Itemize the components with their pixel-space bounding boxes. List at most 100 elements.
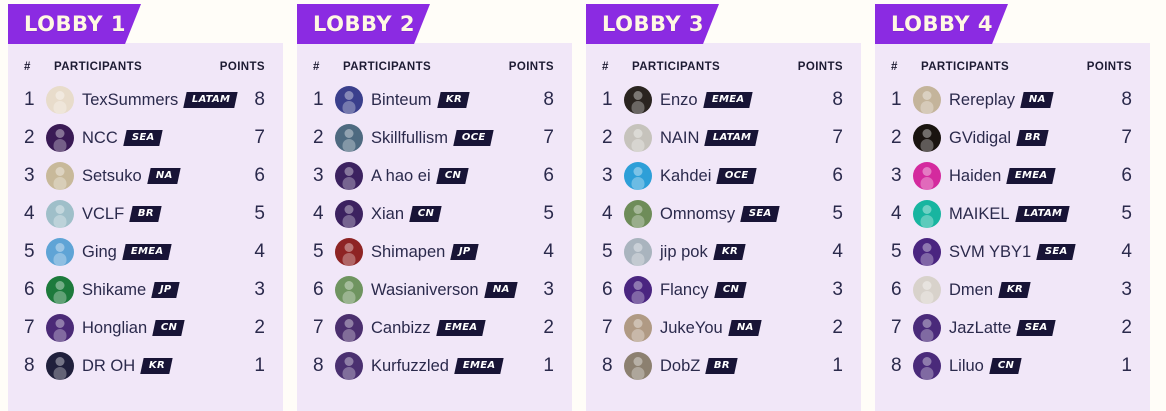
participant-name[interactable]: Shikame bbox=[82, 280, 147, 299]
table-row[interactable]: 2 NCC SEA 7 bbox=[20, 119, 271, 157]
table-row[interactable]: 2 NAIN LATAM 7 bbox=[598, 119, 849, 157]
table-row[interactable]: 5 Ging EMEA 4 bbox=[20, 233, 271, 271]
table-row[interactable]: 2 GVidigal BR 7 bbox=[887, 119, 1138, 157]
participant-name[interactable]: Honglian bbox=[82, 318, 148, 337]
table-row[interactable]: 3 Kahdei OCE 6 bbox=[598, 157, 849, 195]
table-row[interactable]: 7 JazLatte SEA 2 bbox=[887, 309, 1138, 347]
row-rank: 6 bbox=[24, 279, 35, 300]
participant-name[interactable]: jip pok bbox=[660, 242, 708, 261]
table-row[interactable]: 8 Liluo CN 1 bbox=[887, 347, 1138, 385]
participant-cell: Haiden EMEA bbox=[913, 162, 1076, 190]
participant-name[interactable]: A hao ei bbox=[371, 166, 431, 185]
lobby-title-tab: LOBBY 1 bbox=[8, 4, 141, 44]
region-badge: LATAM bbox=[1014, 206, 1070, 222]
participant-name[interactable]: Wasianiverson bbox=[371, 280, 479, 299]
region-badge: LATAM bbox=[704, 130, 760, 146]
participant-name[interactable]: Kurfuzzled bbox=[371, 356, 449, 375]
table-row[interactable]: 8 DobZ BR 1 bbox=[598, 347, 849, 385]
table-row[interactable]: 2 Skillfullism OCE 7 bbox=[309, 119, 560, 157]
participant-name[interactable]: Liluo bbox=[949, 356, 984, 375]
participant-name[interactable]: Enzo bbox=[660, 90, 698, 109]
participant-cell: Ging EMEA bbox=[46, 238, 209, 266]
participant-name[interactable]: Kahdei bbox=[660, 166, 712, 185]
column-header-rank: # bbox=[24, 61, 31, 73]
participant-name[interactable]: JazLatte bbox=[949, 318, 1012, 337]
participant-name[interactable]: DR OH bbox=[82, 356, 136, 375]
region-badge-label: KR bbox=[721, 245, 738, 257]
region-badge-label: JP bbox=[160, 283, 172, 295]
table-row[interactable]: 8 Kurfuzzled EMEA 1 bbox=[309, 347, 560, 385]
avatar bbox=[913, 162, 941, 190]
table-row[interactable]: 4 MAIKEL LATAM 5 bbox=[887, 195, 1138, 233]
table-header-row: # PARTICIPANTS POINTS bbox=[20, 53, 271, 81]
participant-name[interactable]: SVM YBY1 bbox=[949, 242, 1032, 261]
participant-name[interactable]: JukeYou bbox=[660, 318, 723, 337]
participant-name[interactable]: DobZ bbox=[660, 356, 701, 375]
participant-name[interactable]: Haiden bbox=[949, 166, 1002, 185]
table-row[interactable]: 8 DR OH KR 1 bbox=[20, 347, 271, 385]
table-row[interactable]: 1 TexSummers LATAM 8 bbox=[20, 81, 271, 119]
participant-name[interactable]: Omnomsy bbox=[660, 204, 736, 223]
participant-name[interactable]: MAIKEL bbox=[949, 204, 1010, 223]
participant-name[interactable]: Shimapen bbox=[371, 242, 446, 261]
avatar bbox=[913, 314, 941, 342]
region-badge: NA bbox=[483, 282, 517, 298]
participant-name[interactable]: Flancy bbox=[660, 280, 709, 299]
region-badge: OCE bbox=[453, 130, 494, 146]
participant-cell: MAIKEL LATAM bbox=[913, 200, 1076, 228]
row-rank: 8 bbox=[24, 355, 35, 376]
region-badge: EMEA bbox=[435, 320, 485, 336]
table-row[interactable]: 3 Setsuko NA 6 bbox=[20, 157, 271, 195]
row-rank: 5 bbox=[891, 241, 902, 262]
participant-name[interactable]: Ging bbox=[82, 242, 117, 261]
table-row[interactable]: 4 VCLF BR 5 bbox=[20, 195, 271, 233]
participant-name[interactable]: Rereplay bbox=[949, 90, 1016, 109]
participant-name[interactable]: Setsuko bbox=[82, 166, 142, 185]
participant-name[interactable]: VCLF bbox=[82, 204, 125, 223]
region-badge: OCE bbox=[716, 168, 757, 184]
table-row[interactable]: 6 Shikame JP 3 bbox=[20, 271, 271, 309]
table-row[interactable]: 1 Rereplay NA 8 bbox=[887, 81, 1138, 119]
participant-name[interactable]: Dmen bbox=[949, 280, 994, 299]
row-points: 3 bbox=[1121, 279, 1132, 300]
region-badge-label: KR bbox=[1007, 283, 1024, 295]
row-points: 4 bbox=[543, 241, 554, 262]
participant-name[interactable]: NCC bbox=[82, 128, 118, 147]
column-header-points: POINTS bbox=[219, 61, 265, 73]
participant-name[interactable]: TexSummers bbox=[82, 90, 179, 109]
lobby-card: LOBBY 4 # PARTICIPANTS POINTS 1 Rereplay NA 8 2 G… bbox=[875, 4, 1150, 411]
avatar bbox=[335, 352, 363, 380]
avatar bbox=[46, 162, 74, 190]
region-badge: LATAM bbox=[183, 92, 239, 108]
table-row[interactable]: 1 Enzo EMEA 8 bbox=[598, 81, 849, 119]
participant-name[interactable]: Canbizz bbox=[371, 318, 431, 337]
participant-name[interactable]: GVidigal bbox=[949, 128, 1012, 147]
region-badge: KR bbox=[998, 282, 1031, 298]
table-row[interactable]: 7 JukeYou NA 2 bbox=[598, 309, 849, 347]
table-row[interactable]: 6 Wasianiverson NA 3 bbox=[309, 271, 560, 309]
region-badge-label: CN bbox=[161, 321, 178, 333]
participant-name[interactable]: NAIN bbox=[660, 128, 700, 147]
table-row[interactable]: 6 Dmen KR 3 bbox=[887, 271, 1138, 309]
table-row[interactable]: 3 Haiden EMEA 6 bbox=[887, 157, 1138, 195]
region-badge-label: NA bbox=[155, 169, 173, 181]
table-row[interactable]: 5 Shimapen JP 4 bbox=[309, 233, 560, 271]
participant-name[interactable]: Binteum bbox=[371, 90, 432, 109]
participant-name[interactable]: Skillfullism bbox=[371, 128, 449, 147]
table-row[interactable]: 5 SVM YBY1 SEA 4 bbox=[887, 233, 1138, 271]
table-row[interactable]: 7 Canbizz EMEA 2 bbox=[309, 309, 560, 347]
region-badge: EMEA bbox=[702, 92, 752, 108]
region-badge-label: EMEA bbox=[130, 245, 164, 257]
avatar bbox=[624, 352, 652, 380]
region-badge-label: SEA bbox=[749, 207, 772, 219]
table-row[interactable]: 3 A hao ei CN 6 bbox=[309, 157, 560, 195]
table-row[interactable]: 6 Flancy CN 3 bbox=[598, 271, 849, 309]
table-row[interactable]: 4 Omnomsy SEA 5 bbox=[598, 195, 849, 233]
table-row[interactable]: 7 Honglian CN 2 bbox=[20, 309, 271, 347]
participant-name[interactable]: Xian bbox=[371, 204, 405, 223]
table-row[interactable]: 1 Binteum KR 8 bbox=[309, 81, 560, 119]
region-badge-label: CN bbox=[997, 359, 1015, 371]
table-row[interactable]: 5 jip pok KR 4 bbox=[598, 233, 849, 271]
table-row[interactable]: 4 Xian CN 5 bbox=[309, 195, 560, 233]
